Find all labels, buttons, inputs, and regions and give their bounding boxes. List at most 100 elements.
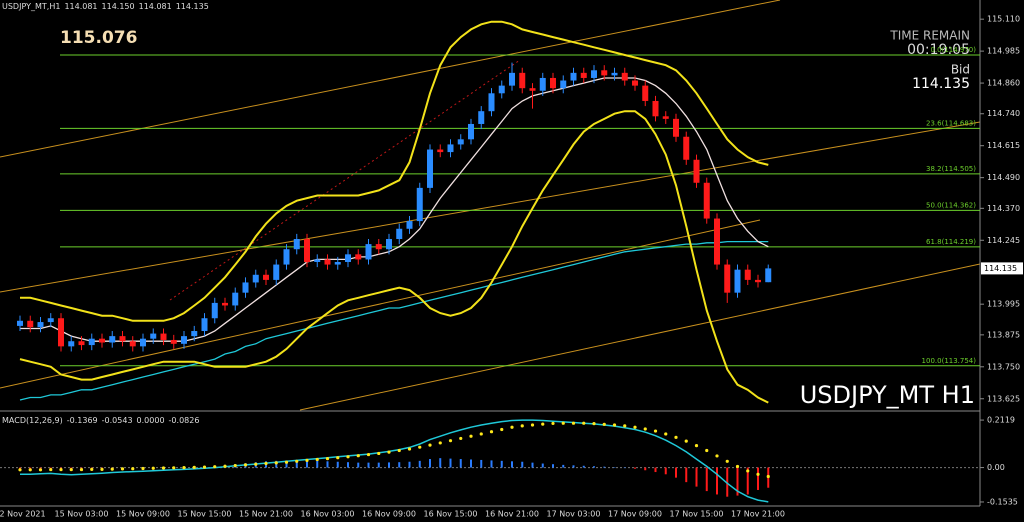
histogram-bar (388, 462, 390, 468)
signal-dot (500, 427, 504, 432)
histogram-bar (398, 462, 401, 468)
candle-body (406, 221, 413, 229)
signal-dot (254, 462, 258, 466)
candle-body (539, 77, 546, 91)
signal-dot (172, 466, 176, 470)
histogram-bar (716, 467, 718, 495)
x-tick-label: 16 Nov 15:00 (424, 510, 478, 519)
candle-body (601, 70, 608, 76)
candle-body (345, 254, 351, 263)
candle-body (765, 268, 772, 283)
candle-body (703, 182, 710, 219)
candle-body (78, 341, 85, 346)
header-value: 0.0000 (137, 416, 165, 425)
signal-dot (90, 467, 94, 471)
signal-dot (705, 448, 709, 453)
histogram-bar (757, 467, 759, 490)
trendlines (0, 0, 981, 411)
dotted-trendline (169, 59, 521, 301)
signal-dot (305, 458, 309, 462)
macd-header: MACD(12,26,9) -0.1369 -0.0543 0.0000 -0.0826 (2, 416, 199, 425)
x-tick-label: 12 Nov 2021 (0, 510, 46, 519)
candle-body (314, 259, 321, 263)
candle-body (27, 320, 34, 328)
candle-body (734, 269, 741, 293)
candle-body (673, 118, 679, 137)
x-tick-label: 15 Nov 03:00 (55, 510, 109, 519)
fib-label: 23.6(114.683) (926, 119, 976, 127)
signal-dot (510, 425, 514, 429)
x-tick-label: 16 Nov 03:00 (301, 510, 355, 519)
x-tick-label: 17 Nov 09:00 (608, 510, 662, 519)
signal-dot (38, 468, 43, 472)
histogram-bar (736, 467, 739, 496)
fib-label: 38.2(114.505) (926, 165, 976, 173)
candle-body (447, 144, 454, 153)
signal-dot (336, 456, 340, 460)
signal-dot (407, 447, 412, 451)
y-tick-label: 114.860 (987, 79, 1020, 88)
candle-body (580, 72, 587, 78)
signal-dot (397, 448, 401, 453)
x-tick-label: 16 Nov 09:00 (362, 510, 416, 519)
signal-dot (715, 454, 719, 458)
histogram-bar (603, 466, 606, 468)
candle-body (611, 72, 618, 76)
y-tick-label: 114.245 (987, 236, 1020, 245)
signal-dot (356, 454, 360, 458)
macd-line (20, 419, 769, 503)
candle-body (140, 338, 146, 347)
y-tick-label: 114.615 (987, 141, 1020, 150)
candle-body (591, 70, 597, 78)
signal-dot (746, 469, 750, 473)
candle-body (88, 338, 95, 346)
histogram-bar (664, 467, 667, 475)
fib-label: 50.0(114.362) (926, 201, 976, 209)
x-tick-label: 15 Nov 09:00 (116, 510, 170, 519)
signal-dot (674, 435, 678, 439)
candle-body (427, 149, 433, 188)
candle-body (283, 249, 290, 265)
y-tick-label: 114.985 (987, 47, 1020, 56)
x-tick-label: 16 Nov 21:00 (485, 510, 539, 519)
signal-dot (469, 434, 473, 438)
candle-body (457, 139, 464, 145)
candle-body (324, 259, 331, 265)
candle-body (58, 318, 64, 347)
y-tick-label: 114.490 (987, 173, 1020, 182)
fib-label: 61.8(114.219) (926, 238, 976, 246)
candle-body (621, 72, 628, 81)
signal-dot (366, 452, 371, 457)
candle-body (662, 116, 669, 119)
watermark: USDJPY_MT H1 (800, 381, 975, 409)
candle-body (488, 93, 495, 112)
y-tick-label: 114.370 (987, 204, 1020, 213)
histogram-bar (705, 467, 708, 492)
candle-body (47, 318, 54, 323)
signal-dot (520, 424, 524, 428)
signal-dot (489, 430, 494, 434)
signal-dot (100, 467, 104, 471)
candle-body (242, 282, 249, 293)
candle-body (160, 333, 167, 340)
histogram-bar (644, 467, 647, 471)
histogram-bar (408, 461, 411, 468)
signal-dot (233, 463, 237, 468)
histogram-bar (429, 459, 431, 468)
signal-dot (725, 459, 729, 463)
signal-dot (18, 468, 22, 472)
candle-body (304, 238, 310, 263)
histogram-bar (490, 460, 493, 468)
signal-dot (582, 421, 586, 425)
signal-dot (633, 425, 637, 429)
fib-label: 0.0(114.970) (930, 46, 976, 54)
histogram-bar (500, 460, 503, 468)
y-tick-label: -0.1535 (987, 497, 1018, 506)
bid: 114.135 (912, 76, 970, 92)
symbol: USDJPY_MT,H1 (2, 2, 60, 11)
fib-label: 100.0(113.754) (922, 357, 977, 365)
histogram-bar (541, 463, 544, 468)
histogram-bar (511, 461, 513, 468)
histogram-bar (695, 467, 698, 487)
candle-body (375, 244, 382, 250)
